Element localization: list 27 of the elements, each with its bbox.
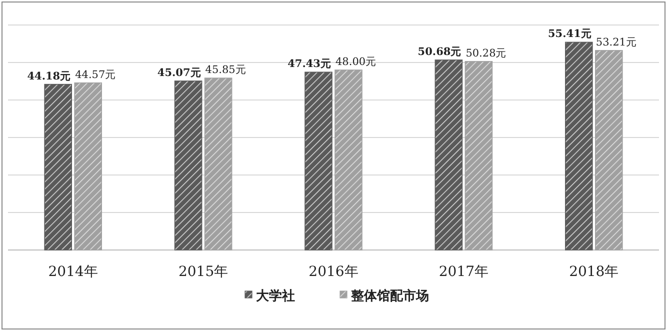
x-tick-label: 2018年: [569, 264, 619, 280]
bar: [565, 42, 593, 250]
data-label: 47.43元: [288, 58, 332, 70]
x-tick-label: 2016年: [308, 264, 358, 280]
data-label: 50.28元: [466, 47, 507, 60]
bar: [464, 61, 493, 250]
x-tick-label: 2014年: [48, 264, 98, 280]
legend-label: 整体馆配市场: [350, 288, 429, 304]
data-label: 44.18元: [27, 70, 72, 82]
bar: [204, 78, 232, 250]
x-tick-label: 2015年: [178, 264, 228, 280]
bar: [174, 80, 202, 250]
data-label: 55.41元: [548, 28, 592, 40]
data-label: 45.85元: [205, 64, 246, 76]
bar: [44, 84, 72, 250]
data-label: 44.57元: [75, 68, 116, 81]
data-label: 45.07元: [157, 66, 202, 79]
data-label: 50.68元: [418, 46, 462, 58]
legend-label: 大学社: [256, 288, 295, 304]
data-label: 48.00元: [336, 56, 377, 68]
bar: [595, 50, 623, 250]
bar: [434, 60, 463, 250]
bar: [304, 72, 332, 250]
bar: [334, 70, 362, 250]
bar: [74, 82, 102, 250]
data-label: 53.21元: [596, 36, 637, 48]
x-tick-label: 2017年: [438, 264, 489, 280]
